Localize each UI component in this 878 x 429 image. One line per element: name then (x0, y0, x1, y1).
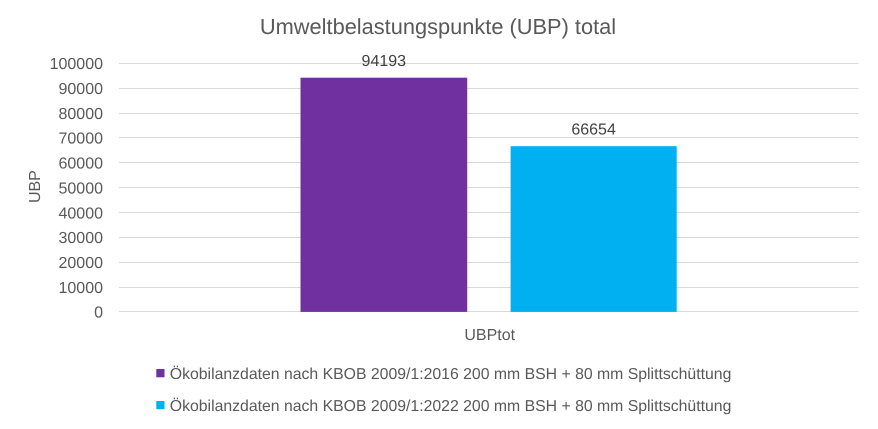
svg-text:Ökobilanzdaten nach KBOB 2009/: Ökobilanzdaten nach KBOB 2009/1:2022 200… (170, 397, 732, 415)
svg-text:10000: 10000 (59, 280, 104, 297)
svg-text:40000: 40000 (59, 205, 104, 222)
svg-text:30000: 30000 (59, 230, 104, 247)
svg-text:UBP: UBP (27, 170, 44, 203)
svg-text:66654: 66654 (571, 122, 616, 139)
svg-text:80000: 80000 (59, 106, 104, 123)
svg-text:60000: 60000 (59, 156, 104, 173)
svg-text:Umweltbelastungspunkte (UBP) t: Umweltbelastungspunkte (UBP) total (260, 14, 616, 39)
svg-text:0: 0 (94, 305, 103, 322)
svg-text:100000: 100000 (50, 56, 103, 73)
svg-text:94193: 94193 (362, 53, 407, 70)
svg-text:UBPtot: UBPtot (464, 327, 515, 344)
svg-text:20000: 20000 (59, 255, 104, 272)
svg-text:50000: 50000 (59, 180, 104, 197)
svg-text:Ökobilanzdaten nach KBOB 2009/: Ökobilanzdaten nach KBOB 2009/1:2016 200… (170, 365, 732, 383)
svg-text:70000: 70000 (59, 131, 104, 148)
svg-text:90000: 90000 (59, 81, 104, 98)
